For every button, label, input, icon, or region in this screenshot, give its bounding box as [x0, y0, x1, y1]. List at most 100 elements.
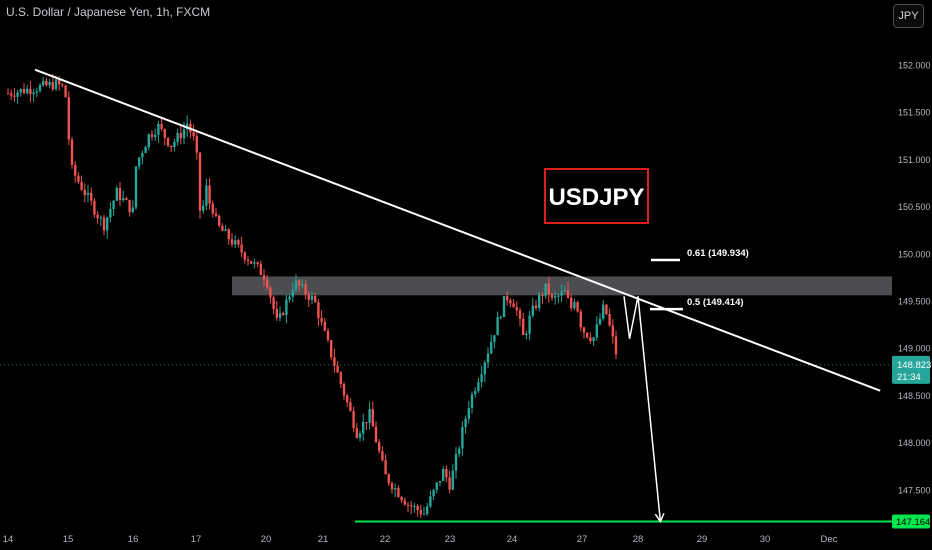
candle-body: [67, 97, 70, 140]
candle-body: [170, 145, 173, 148]
candle-body: [486, 353, 490, 363]
candle-body: [534, 305, 538, 309]
candle-body: [525, 333, 528, 335]
time-axis[interactable]: [0, 530, 932, 550]
candle-body: [214, 213, 218, 216]
candle-body: [58, 79, 61, 85]
candle-body: [173, 141, 176, 148]
current-price-value: 148.823: [897, 360, 931, 371]
symbol-label-box: [544, 168, 649, 224]
price-axis[interactable]: [892, 0, 932, 550]
candle-body: [115, 188, 118, 201]
projection-arrow: [623, 296, 662, 522]
candle-body: [579, 311, 582, 328]
candle-body: [419, 510, 422, 515]
candle-body: [208, 185, 211, 204]
candle-body: [429, 496, 432, 507]
candle-body: [19, 89, 22, 93]
candle-body: [80, 181, 83, 190]
x-tick-label: 15: [63, 534, 74, 545]
candle-body: [461, 426, 464, 449]
candle-body: [179, 132, 182, 139]
symbol-label: USDJPY: [548, 184, 644, 211]
candle-body: [163, 128, 166, 138]
candle-body: [240, 244, 243, 253]
candle-body: [51, 82, 54, 90]
candle-body: [29, 88, 32, 95]
candle-body: [298, 280, 301, 286]
candle-body: [291, 290, 294, 297]
candle-body: [406, 504, 410, 506]
candle-body: [102, 217, 106, 231]
candle-body: [118, 188, 122, 201]
x-tick-label: 28: [633, 534, 644, 545]
candle-body: [570, 297, 573, 309]
projection-arrowhead: [654, 512, 665, 524]
candle-body: [182, 129, 186, 139]
candle-body: [237, 240, 240, 245]
candle-body: [496, 317, 499, 336]
candle-body: [480, 374, 483, 383]
candle-body: [352, 410, 355, 429]
candle-body: [368, 409, 371, 423]
fib-level-label: 0.5 (149.414): [687, 297, 744, 308]
y-tick-label: 147.500: [898, 485, 931, 495]
candle-body: [144, 146, 147, 154]
x-tick-label: 24: [507, 534, 518, 545]
countdown-timer: 21:34: [897, 372, 921, 383]
candle-body: [326, 330, 330, 341]
candle-body: [262, 275, 266, 280]
candle-body: [288, 296, 291, 300]
candle-body: [493, 335, 496, 342]
candle-body: [26, 88, 29, 94]
candle-body: [134, 166, 138, 208]
candle-body: [211, 203, 214, 214]
candle-body: [106, 217, 109, 231]
candle-body: [253, 262, 256, 264]
candle-body: [608, 314, 611, 326]
candle-body: [522, 318, 525, 335]
x-tick-label: 20: [261, 534, 272, 545]
candle-body: [384, 460, 387, 475]
candle-body: [160, 123, 163, 129]
candle-body: [541, 294, 544, 296]
candle-body: [333, 357, 336, 366]
candle-body: [6, 93, 10, 95]
candle-body: [470, 394, 474, 409]
candle-body: [221, 225, 224, 231]
currency-button[interactable]: JPY: [893, 4, 924, 28]
candle-body: [224, 229, 227, 231]
x-tick-label: 14: [3, 534, 14, 545]
candle-body: [394, 487, 397, 490]
candle-body: [74, 164, 77, 176]
candle-body: [45, 80, 48, 86]
x-tick-label: 30: [760, 534, 771, 545]
candle-body: [64, 85, 67, 98]
candle-body: [112, 200, 115, 210]
candle-body: [86, 192, 90, 196]
x-tick-label: Dec: [821, 534, 838, 545]
candle-body: [509, 300, 512, 304]
candle-body: [122, 198, 125, 201]
candle-body: [195, 135, 198, 153]
chart-title: U.S. Dollar / Japanese Yen, 1h, FXCM: [6, 5, 211, 19]
candle-body: [109, 209, 112, 218]
candle-body: [576, 302, 579, 312]
candle-body: [202, 205, 205, 211]
candle-body: [442, 469, 445, 481]
candle-body: [605, 304, 608, 315]
y-tick-label: 150.000: [898, 249, 931, 259]
candle-body: [506, 296, 509, 301]
candle-body: [448, 477, 451, 490]
candle-body: [410, 505, 413, 507]
candle-body: [272, 297, 275, 309]
candle-body: [32, 92, 35, 95]
y-tick-label: 149.000: [898, 344, 931, 354]
candle-body: [176, 132, 179, 142]
candle-body: [320, 318, 323, 322]
candle-body: [317, 302, 320, 319]
candle-body: [403, 500, 406, 505]
descending-trendline: [34, 68, 881, 392]
y-tick-label: 152.000: [898, 61, 931, 71]
